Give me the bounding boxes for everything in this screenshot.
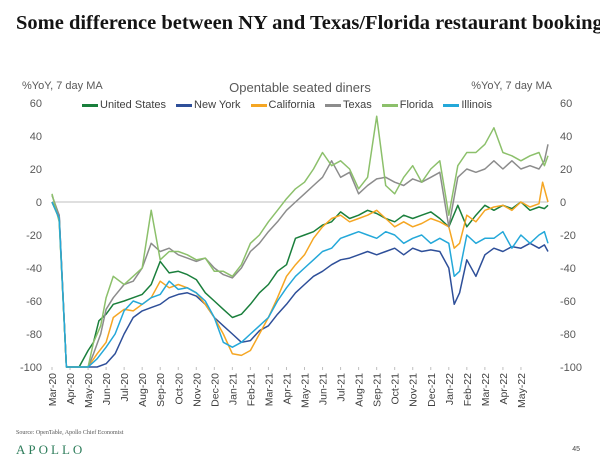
x-tick-label: Jun-21 (318, 373, 330, 405)
y-tick-label-right: 40 (560, 131, 572, 143)
x-tick-label: May-20 (83, 373, 95, 408)
legend-label: California (268, 99, 315, 111)
x-tick-label: Nov-20 (191, 373, 203, 407)
y-tick-label-right: -20 (560, 230, 576, 242)
legend-swatch (443, 103, 460, 107)
legend-swatch (82, 103, 98, 107)
legend-label: Florida (399, 99, 434, 111)
series-line-new-york (51, 201, 549, 368)
y-tick-label-left: -80 (26, 329, 42, 341)
y-tick-label-right: -80 (560, 329, 576, 341)
legend-swatch (176, 103, 193, 107)
legend-swatch (381, 103, 398, 107)
y-tick-label-right: -60 (560, 296, 576, 308)
x-tick-label: Apr-21 (281, 373, 293, 405)
legend-label: New York (194, 99, 241, 111)
y-tick-label-left: 20 (30, 164, 42, 176)
x-tick-label: Nov-21 (408, 373, 420, 407)
y-tick-label-left: -40 (26, 263, 42, 275)
x-tick-label: Jul-21 (336, 373, 348, 402)
x-tick-label: Sep-21 (372, 373, 384, 407)
series-line-illinois (51, 201, 549, 368)
x-tick-label: Apr-20 (65, 373, 77, 405)
x-tick-label: Oct-20 (173, 373, 185, 405)
x-tick-label: Mar-21 (263, 373, 275, 406)
x-tick-label: Dec-21 (426, 373, 438, 407)
x-tick-label: Apr-22 (498, 373, 510, 405)
y-tick-label-right: 0 (560, 197, 566, 209)
legend-item-california: California (250, 99, 315, 111)
legend-swatch (325, 103, 341, 107)
x-tick-label: Aug-20 (137, 373, 149, 407)
x-tick-label: Dec-20 (209, 373, 221, 407)
legend-label: Illinois (461, 99, 492, 111)
x-tick-label: Jan-22 (444, 373, 456, 405)
x-tick-label: Jul-20 (119, 373, 131, 402)
x-tick-label: Sep-20 (155, 373, 167, 407)
x-tick-label: Mar-22 (480, 373, 492, 406)
legend-item-florida: Florida (381, 99, 434, 111)
y-tick-label-right: -40 (560, 263, 576, 275)
legend-label: Texas (343, 99, 372, 111)
legend: United States New York California Texas Flor… (82, 99, 492, 111)
x-tick-label: Feb-22 (462, 373, 474, 406)
page-title: Some difference between NY and Texas/Flo… (16, 12, 600, 34)
series-line-texas (51, 144, 549, 368)
series-line-california (51, 181, 549, 368)
y-tick-label-left: 0 (36, 197, 42, 209)
x-tick-label: May-21 (300, 373, 312, 408)
series-line-united-states (51, 201, 549, 368)
x-tick-label: Aug-21 (354, 373, 366, 407)
y-tick-label-right: -100 (560, 362, 582, 374)
y-tick-label-left: 60 (30, 98, 42, 110)
series-line-florida (51, 115, 549, 368)
chart-title: Opentable seated diners (229, 80, 371, 95)
y-tick-label-left: -20 (26, 230, 42, 242)
y-axis-left-label: %YoY, 7 day MA (22, 80, 103, 92)
x-tick-label: Jan-21 (227, 373, 239, 405)
y-axis-right-label: %YoY, 7 day MA (471, 80, 552, 92)
x-tick-label: Jun-20 (101, 373, 113, 405)
x-tick-label: May-22 (516, 373, 528, 408)
x-tick-label: Feb-21 (245, 373, 257, 406)
line-chart: -100 -100 -80 -80 -60 -60 -40 -40 -20 -20 0 0 20 20 40… (20, 98, 582, 408)
x-tick-label: Oct-21 (390, 373, 402, 405)
x-tick-label: Mar-20 (47, 373, 59, 406)
brand-logo: APOLLO (16, 442, 86, 457)
legend-label: United States (100, 99, 167, 111)
legend-swatch (250, 103, 267, 107)
legend-item-texas: Texas (325, 99, 372, 111)
y-tick-label-right: 20 (560, 164, 572, 176)
legend-item-illinois: Illinois (443, 99, 492, 111)
legend-item-new-york: New York (176, 99, 241, 111)
legend-item-united-states: United States (82, 99, 166, 111)
y-tick-label-left: -100 (20, 362, 42, 374)
y-tick-label-left: 40 (30, 131, 42, 143)
y-tick-label-left: -60 (26, 296, 42, 308)
y-tick-label-right: 60 (560, 98, 572, 110)
source-note: Source: OpenTable, Apollo Chief Economis… (16, 430, 124, 436)
page-number: 45 (572, 446, 580, 453)
